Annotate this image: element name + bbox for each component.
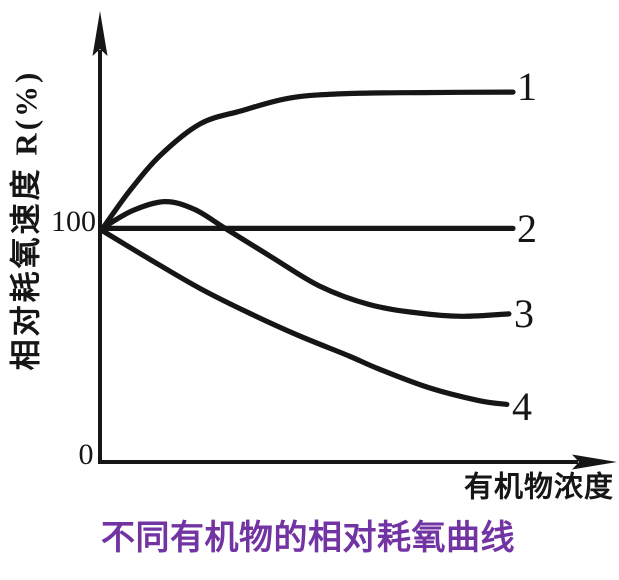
curve-1: [99, 89, 516, 232]
curve-label-4: 4: [512, 384, 532, 429]
y-tick-0: 0: [78, 438, 94, 471]
y-tick-100: 100: [51, 205, 96, 238]
y-axis-arrow-icon: [92, 11, 108, 56]
x-axis-title: 有机物浓度: [463, 471, 615, 504]
x-axis-arrow-icon: [572, 454, 617, 470]
figure-caption: 不同有机物的相对耗氧曲线: [101, 520, 515, 557]
y-axis-title: 相对耗氧速度 R(%): [8, 69, 44, 371]
curve-label-1: 1: [517, 64, 537, 109]
curve-4: [99, 227, 510, 407]
curve-label-3: 3: [514, 291, 534, 336]
curve-3: [99, 198, 512, 319]
curve-label-2: 2: [517, 206, 537, 251]
curves-group: [99, 89, 516, 407]
